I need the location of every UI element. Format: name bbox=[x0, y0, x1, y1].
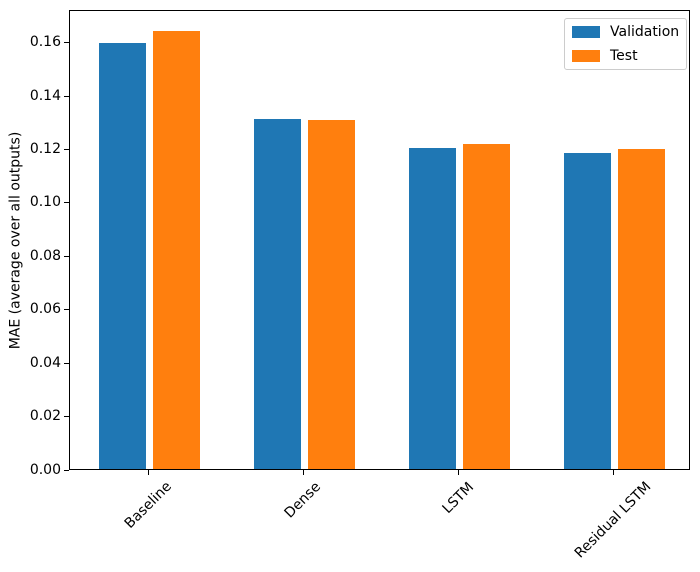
legend-item-validation: Validation bbox=[572, 24, 679, 40]
x-tick-label-dense: Dense bbox=[281, 478, 325, 522]
bar-validation-residual-lstm bbox=[563, 152, 611, 469]
y-tick-label: 0.00 bbox=[29, 461, 61, 478]
legend-label-validation: Validation bbox=[610, 24, 680, 40]
y-tick-mark bbox=[64, 362, 69, 364]
y-tick-mark bbox=[64, 309, 69, 311]
legend-item-test: Test bbox=[572, 48, 679, 64]
x-tick-mark bbox=[457, 470, 459, 475]
x-tick-mark bbox=[612, 470, 614, 475]
x-tick-mark bbox=[302, 470, 304, 475]
y-tick-mark bbox=[64, 255, 69, 257]
x-tick-label-lstm: LSTM bbox=[438, 478, 477, 517]
y-tick-label: 0.08 bbox=[29, 247, 61, 264]
y-tick-label: 0.06 bbox=[29, 301, 61, 318]
y-tick-label: 0.02 bbox=[29, 408, 61, 425]
x-tick-label-baseline: Baseline bbox=[121, 478, 175, 533]
y-tick-mark bbox=[64, 148, 69, 150]
bar-test-lstm bbox=[462, 143, 510, 469]
bar-test-dense bbox=[307, 119, 355, 469]
legend: Validation Test bbox=[564, 18, 688, 70]
y-tick-mark bbox=[64, 469, 69, 471]
test-color-swatch bbox=[572, 50, 600, 62]
y-tick-label: 0.10 bbox=[29, 194, 61, 211]
x-tick-label-residual-lstm: Residual LSTM bbox=[571, 479, 654, 562]
y-tick-label: 0.04 bbox=[29, 354, 61, 371]
y-tick-label: 0.14 bbox=[29, 87, 61, 104]
y-tick-label: 0.16 bbox=[29, 34, 61, 51]
y-tick-mark bbox=[64, 42, 69, 44]
bar-validation-baseline bbox=[98, 43, 146, 469]
legend-label-test: Test bbox=[610, 48, 638, 64]
y-tick-label: 0.12 bbox=[29, 140, 61, 157]
y-tick-mark bbox=[64, 416, 69, 418]
bar-validation-lstm bbox=[408, 148, 456, 469]
bar-test-baseline bbox=[152, 30, 200, 469]
validation-color-swatch bbox=[572, 26, 600, 38]
plot-area bbox=[69, 10, 690, 470]
x-tick-mark bbox=[147, 470, 149, 475]
y-tick-mark bbox=[64, 202, 69, 204]
bar-validation-dense bbox=[253, 118, 301, 469]
y-tick-mark bbox=[64, 95, 69, 97]
bar-test-residual-lstm bbox=[617, 149, 665, 469]
